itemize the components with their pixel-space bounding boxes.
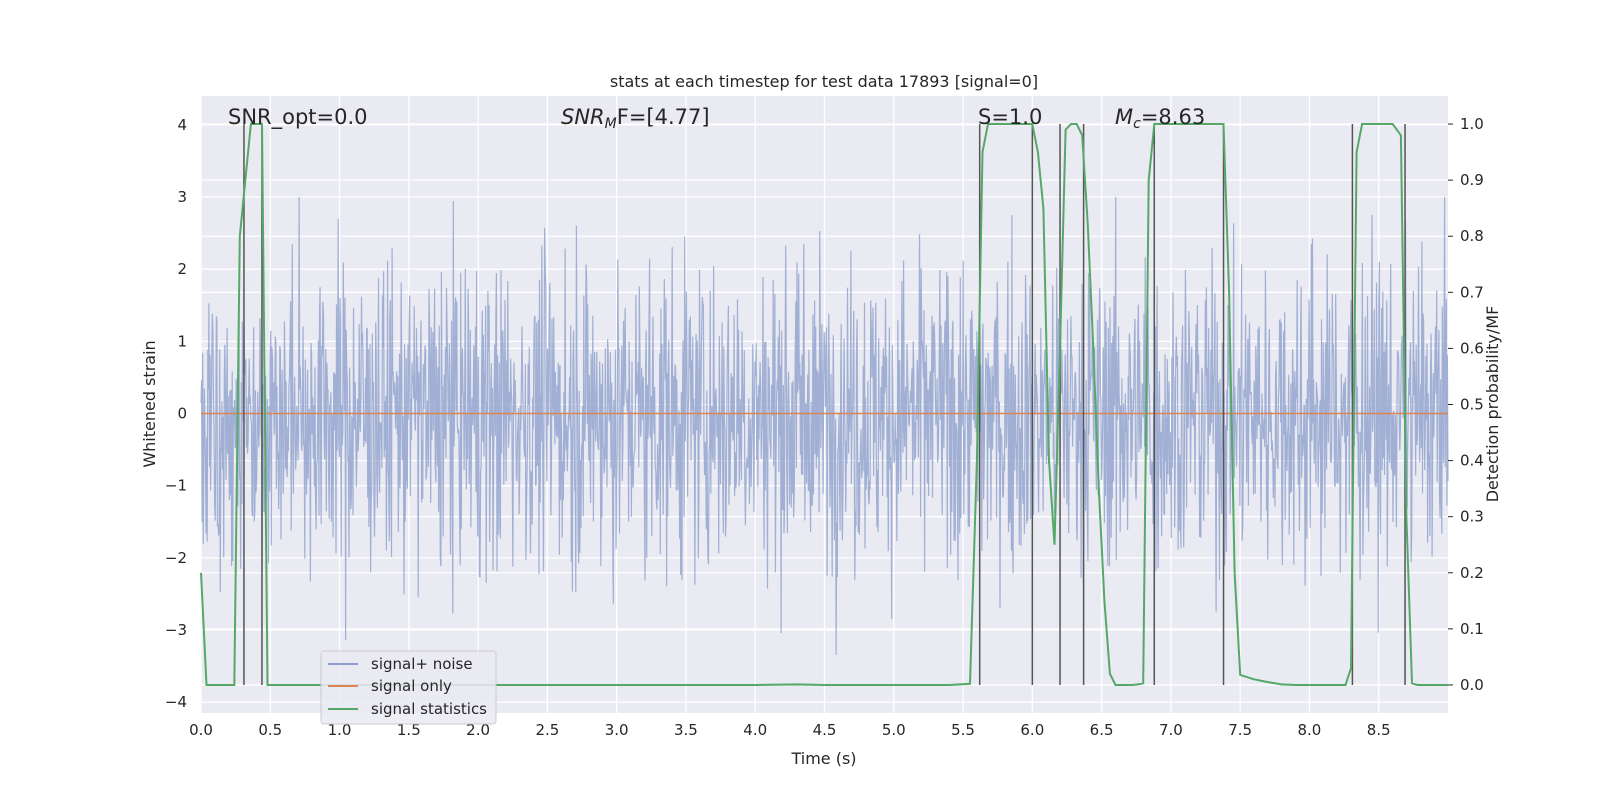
y-left-tick-label: 0: [177, 405, 187, 423]
y-axis-left-label: Whitened strain: [140, 340, 159, 467]
x-tick-label: 6.5: [1090, 721, 1114, 739]
mc-rest: =8.63: [1141, 105, 1205, 129]
y-left-tick-label: 4: [177, 116, 187, 134]
x-tick-label: 0.0: [189, 721, 213, 739]
mc-sub: c: [1133, 116, 1141, 132]
mc-main: M: [1115, 105, 1133, 129]
y-left-tick-label: −4: [165, 693, 187, 711]
chart-title: stats at each timestep for test data 178…: [610, 72, 1038, 91]
y-right-tick-label: 0.8: [1460, 227, 1484, 245]
y-axis-right-label: Detection probability/MF: [1483, 306, 1502, 503]
y-right-tick-labels: 1.0 0.9 0.8 0.7 0.6 0.5 0.4 0.3 0.2 0.1 0.0: [1448, 115, 1484, 694]
x-tick-label: 1.5: [397, 721, 421, 739]
y-right-tick-label: 0.7: [1460, 283, 1484, 301]
snr-mf-main: SNR: [561, 105, 605, 129]
signal-statistics-line: [200, 123, 1448, 686]
x-axis-label: Time (s): [790, 749, 856, 768]
x-tick-label: 3.0: [605, 721, 629, 739]
y-left-tick-label: −1: [165, 477, 187, 495]
legend-label-signal-only: signal only: [371, 677, 452, 695]
y-right-tick-label: 0.1: [1460, 620, 1484, 638]
legend-label-statistics: signal statistics: [371, 700, 487, 718]
x-tick-label: 0.5: [258, 721, 282, 739]
snr-mf-rest: F=[4.77]: [617, 105, 710, 129]
x-tick-label: 2.0: [466, 721, 490, 739]
snr-mf-sub: M: [605, 116, 617, 132]
signal-noise-path: [200, 196, 1449, 655]
signal-noise-series: [200, 196, 1449, 655]
mc-annotation: Mc=8.63: [1115, 105, 1205, 132]
y-right-tick-label: 0.9: [1460, 171, 1484, 189]
x-tick-label: 6.0: [1020, 721, 1044, 739]
x-tick-label: 3.5: [674, 721, 698, 739]
y-right-tick-label: 0.5: [1460, 396, 1484, 414]
y-right-tick-label: 0.2: [1460, 564, 1484, 582]
x-tick-label: 2.5: [535, 721, 559, 739]
y-right-tick-label: 0.0: [1460, 676, 1484, 694]
y-left-tick-label: 2: [177, 260, 187, 278]
snr-mf-annotation: SNRMF=[4.77]: [561, 105, 710, 132]
y-right-tick-label: 1.0: [1460, 115, 1484, 133]
y-right-tick-label: 0.6: [1460, 339, 1484, 357]
s-annotation: S=1.0: [978, 105, 1042, 129]
x-tick-label: 7.5: [1228, 721, 1252, 739]
y-left-tick-label: 1: [177, 332, 187, 350]
y-left-tick-label: −3: [165, 621, 187, 639]
legend-box: [320, 650, 497, 725]
x-tick-label: 5.0: [882, 721, 906, 739]
y-right-tick-label: 0.3: [1460, 508, 1484, 526]
y-left-tick-label: 3: [177, 188, 187, 206]
x-tick-label: 8.0: [1298, 721, 1322, 739]
snr-opt-annotation: SNR_opt=0.0: [228, 105, 368, 130]
legend-label-noise: signal+ noise: [371, 655, 473, 673]
x-tick-label: 5.5: [951, 721, 975, 739]
y-right-tick-label: 0.4: [1460, 452, 1484, 470]
x-tick-labels: 0.0 0.5 1.0 1.5 2.0 2.5 3.0 3.5 4.0 4.5 5.0 5.5 6.0 6…: [189, 721, 1391, 739]
legend: signal+ noise signal only signal statist…: [320, 650, 497, 725]
x-tick-label: 4.0: [743, 721, 767, 739]
x-tick-label: 4.5: [813, 721, 837, 739]
y-left-tick-labels: 4 3 2 1 0 −1 −2 −3 −4: [165, 116, 187, 711]
x-tick-label: 8.5: [1367, 721, 1391, 739]
x-tick-label: 1.0: [328, 721, 352, 739]
y-left-tick-label: −2: [165, 549, 187, 567]
x-tick-label: 7.0: [1159, 721, 1183, 739]
